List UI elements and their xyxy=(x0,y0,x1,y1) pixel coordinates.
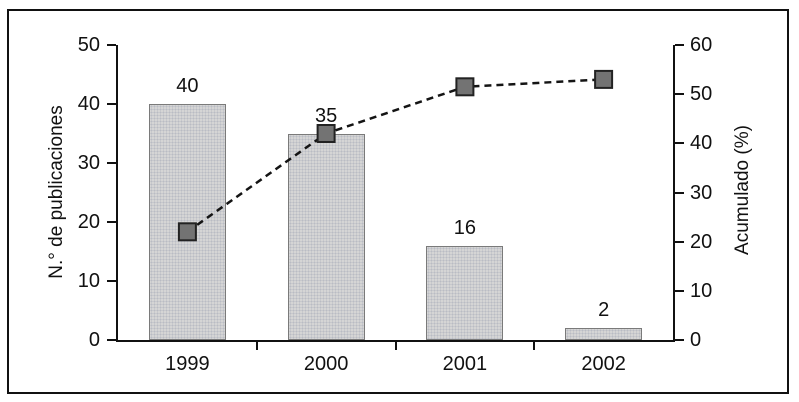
publications-bar-2000 xyxy=(287,133,365,340)
right-axis-tick xyxy=(675,240,684,243)
publications-bar-2002 xyxy=(565,328,643,340)
left-axis-tick xyxy=(107,162,116,164)
publications-bar-1999 xyxy=(148,104,226,340)
x-axis-category-label: 2001 xyxy=(442,353,488,375)
cumulative-marker-1999 xyxy=(177,222,197,242)
bar-value-label: 35 xyxy=(315,104,338,127)
left-axis-tick-label: 30 xyxy=(77,152,100,174)
bar-value-label: 2 xyxy=(598,299,610,322)
right-axis-tick-label: 0 xyxy=(690,329,702,351)
right-y-axis-line xyxy=(673,45,675,342)
left-axis-tick xyxy=(107,280,116,282)
right-axis-tick-label: 40 xyxy=(690,132,713,155)
right-axis-tick-label: 30 xyxy=(690,181,713,204)
cumulative-marker-2001 xyxy=(455,77,475,97)
left-axis-tick xyxy=(107,44,116,46)
right-axis-title: Acumulado (%) xyxy=(732,125,753,255)
chart-outer-border xyxy=(7,9,789,394)
left-axis-tick-label: 40 xyxy=(77,93,100,115)
left-axis-tick-label: 20 xyxy=(77,211,100,233)
x-axis-tick xyxy=(533,342,536,350)
bar-value-label: 16 xyxy=(453,216,476,239)
right-axis-tick-label: 60 xyxy=(690,34,713,56)
x-axis-line xyxy=(116,340,675,342)
cumulative-dashed-line xyxy=(186,78,604,233)
left-axis-tick xyxy=(107,221,116,223)
left-axis-tick-label: 0 xyxy=(88,329,100,351)
right-axis-tick xyxy=(675,339,684,341)
left-y-axis-line xyxy=(116,45,118,342)
bar-value-label: 40 xyxy=(176,75,199,97)
cumulative-marker-2002 xyxy=(594,69,614,89)
x-axis-category-label: 1999 xyxy=(165,353,210,375)
right-axis-tick-label: 20 xyxy=(690,230,713,253)
left-axis-tick xyxy=(107,339,116,341)
publications-bar-2001 xyxy=(426,245,504,340)
left-axis-title: N.° de publicaciones xyxy=(46,105,67,279)
right-axis-tick xyxy=(675,93,684,96)
right-axis-tick-label: 10 xyxy=(690,279,713,302)
left-axis-tick-label: 50 xyxy=(77,34,100,56)
x-axis-tick xyxy=(394,342,397,350)
left-axis-tick-label: 10 xyxy=(77,270,100,292)
x-axis-category-label: 2000 xyxy=(303,353,349,375)
left-axis-tick xyxy=(107,103,116,105)
right-axis-tick xyxy=(675,289,684,292)
right-axis-tick-label: 50 xyxy=(690,83,713,106)
right-axis-tick xyxy=(675,142,684,145)
cumulative-marker-2000 xyxy=(316,124,336,143)
right-axis-tick xyxy=(675,191,684,194)
x-axis-category-label: 2002 xyxy=(581,353,626,375)
cumulative-line-layer xyxy=(177,69,614,242)
right-axis-tick xyxy=(675,44,684,46)
x-axis-tick xyxy=(255,342,258,350)
